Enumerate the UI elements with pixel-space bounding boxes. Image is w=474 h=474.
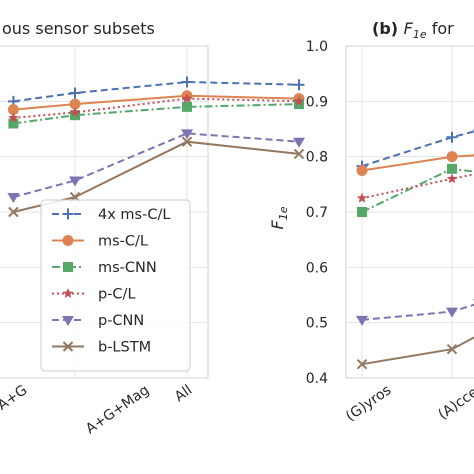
- legend-label: ms-C/L: [98, 234, 148, 250]
- left-data-point: [69, 106, 81, 117]
- right-data-point: [446, 173, 458, 184]
- right-y-tick-label: 0.5: [306, 316, 328, 332]
- right-y-tick-label: 0.6: [306, 260, 328, 276]
- right-y-tick-label: 0.8: [306, 150, 328, 166]
- left-x-tick-label: A+G+Mag: [83, 382, 152, 437]
- left-series-line: [13, 132, 300, 199]
- right-series-lines: [356, 129, 474, 370]
- left-data-point: [8, 112, 19, 123]
- right-data-point: [446, 131, 458, 143]
- left-x-tick-labels: A+G A+G+Mag All: [0, 382, 195, 437]
- legend-marker: [62, 208, 74, 220]
- legend-box: [40, 199, 191, 372]
- right-data-point: [356, 165, 368, 176]
- legend-marker: [62, 341, 74, 352]
- right-data-point: [446, 344, 458, 355]
- left-data-point: [181, 129, 193, 140]
- left-x-tick-label: A+G: [0, 382, 30, 414]
- legend-item: p-C/L: [52, 287, 136, 303]
- right-x-tick-label: (A)ccel: [435, 382, 474, 423]
- left-data-point: [181, 76, 193, 88]
- left-data-point: [293, 95, 305, 106]
- left-data-point: [69, 98, 81, 110]
- legend-marker: [62, 288, 74, 298]
- legend-item: 4x ms-C/L: [52, 207, 170, 223]
- left-x-tick-label: All: [172, 382, 195, 405]
- right-y-tick-labels: 0.4 0.5 0.6 0.7 0.8 0.9 1.0: [306, 39, 328, 387]
- left-series-line: [13, 94, 300, 111]
- legend-label: p-C/L: [98, 287, 136, 303]
- right-data-point: [357, 207, 367, 217]
- left-data-point: [293, 148, 305, 160]
- legend-item: ms-C/L: [52, 234, 148, 250]
- legend-label: 4x ms-C/L: [98, 207, 170, 223]
- left-data-point: [8, 118, 19, 129]
- legend-marker: [62, 316, 74, 326]
- left-data-point: [181, 136, 193, 147]
- left-series-line: [13, 103, 300, 125]
- right-y-tick-label: 0.4: [306, 371, 328, 387]
- legend-label: p-CNN: [98, 313, 144, 329]
- right-chart-panel: 0.4 0.5 0.6 0.7 0.8 0.9 1.0 (G)yros (A)ccel (b)…: [268, 19, 474, 425]
- right-data-point: [446, 151, 458, 163]
- right-y-axis-label: F1e: [268, 206, 290, 229]
- left-data-point: [293, 79, 305, 91]
- left-data-point: [182, 101, 192, 112]
- left-data-point: [69, 87, 81, 99]
- left-data-point: [8, 206, 19, 218]
- legend-label: b-LSTM: [98, 340, 151, 356]
- legend-label: ms-CNN: [98, 260, 157, 276]
- right-x-tick-labels: (G)yros (A)ccel: [343, 382, 474, 425]
- left-data-point: [181, 93, 193, 104]
- legend-item: p-CNN: [52, 313, 144, 329]
- right-data-point: [356, 315, 368, 326]
- right-y-tick-label: 1.0: [306, 39, 328, 55]
- right-series-line: [361, 173, 474, 200]
- left-data-point: [70, 110, 80, 121]
- right-y-tick-label: 0.7: [306, 205, 328, 221]
- right-x-tick-label: (G)yros: [343, 382, 394, 425]
- legend-item: ms-CNN: [52, 260, 157, 276]
- legend-marker: [62, 235, 74, 246]
- left-data-point: [7, 193, 20, 204]
- right-data-point: [447, 163, 457, 174]
- left-data-point: [69, 176, 81, 187]
- left-data-point: [294, 99, 304, 110]
- right-chart-title: (b) F1e for: [372, 19, 454, 41]
- right-data-point: [446, 307, 458, 318]
- left-data-point: [7, 104, 19, 116]
- right-data-point: [356, 192, 368, 203]
- legend-marker: [63, 262, 73, 272]
- legend: 4x ms-C/L ms-C/L ms-CNN p-C/L p-CNN b-LSTM: [40, 199, 191, 372]
- left-chart-title: ous sensor subsets: [2, 19, 155, 38]
- left-series-line: [13, 97, 300, 119]
- left-data-point: [293, 137, 305, 148]
- right-y-tick-label: 0.9: [306, 94, 328, 110]
- right-data-point: [356, 358, 368, 370]
- legend-item: b-LSTM: [52, 340, 151, 356]
